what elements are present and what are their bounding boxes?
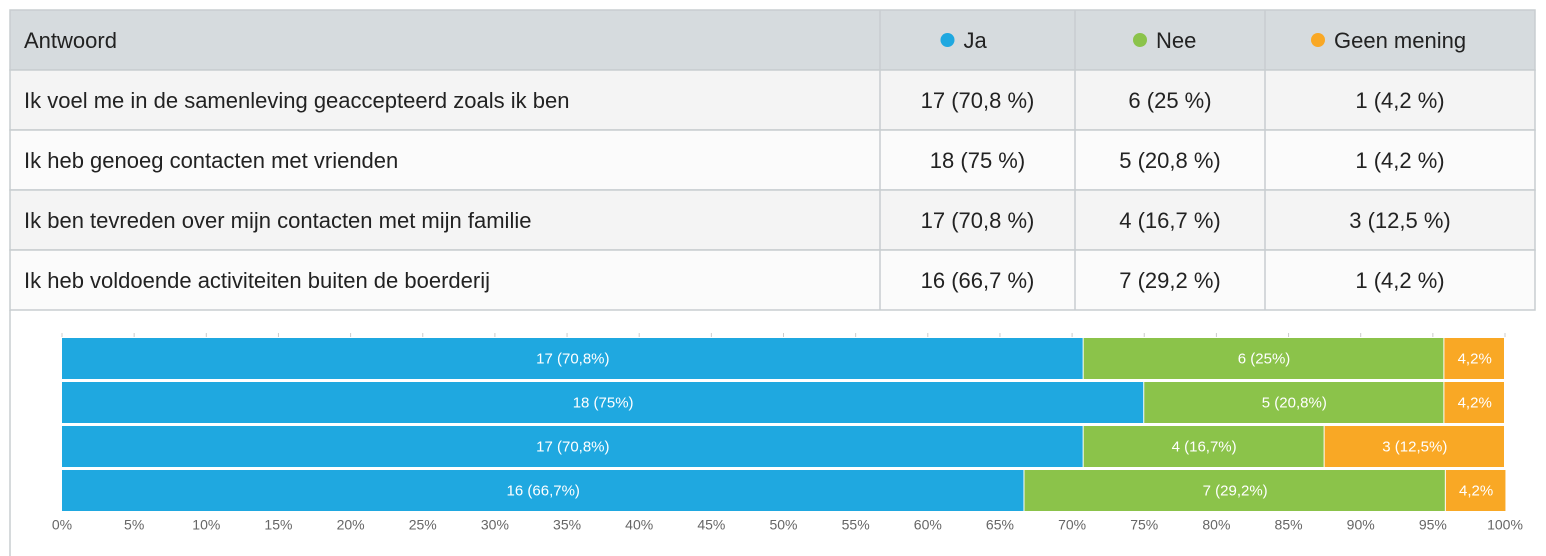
bar-segment xyxy=(62,426,1083,467)
x-tick-label: 25% xyxy=(409,517,437,533)
cell-text: 18 (75 %) xyxy=(930,148,1025,173)
x-tick-label: 5% xyxy=(124,517,144,533)
cell-text: 1 (4,2 %) xyxy=(1355,268,1444,293)
cell-text: Ik voel me in de samenleving geaccepteer… xyxy=(24,88,569,113)
bar-segment xyxy=(1444,382,1504,423)
legend-dot xyxy=(1133,33,1147,47)
x-tick-label: 70% xyxy=(1058,517,1086,533)
bar-segment xyxy=(1144,382,1444,423)
bar-segment xyxy=(62,470,1024,511)
table-row xyxy=(9,69,1536,131)
table-row xyxy=(9,249,1536,311)
cell-text: 1 (4,2 %) xyxy=(1355,88,1444,113)
x-tick-label: 75% xyxy=(1130,517,1158,533)
bar-label: 6 (25%) xyxy=(1238,350,1291,367)
x-tick-label: 10% xyxy=(192,517,220,533)
x-tick-label: 0% xyxy=(52,517,72,533)
bar-segment xyxy=(1083,338,1444,379)
cell-text: 7 (29,2 %) xyxy=(1119,268,1221,293)
cell-text: 5 (20,8 %) xyxy=(1119,148,1221,173)
bar-segment xyxy=(62,382,1144,423)
x-tick-label: 15% xyxy=(264,517,292,533)
cell-text: Ik heb voldoende activiteiten buiten de … xyxy=(24,268,490,293)
legend-text: Nee xyxy=(1156,28,1196,53)
legend-dot xyxy=(940,33,955,47)
table-header xyxy=(9,9,1536,71)
bar-label: 4,2% xyxy=(1459,482,1493,499)
bar-label: 17 (70,8%) xyxy=(536,350,609,367)
bar-segment xyxy=(1024,470,1445,511)
bar-segment xyxy=(62,338,1083,379)
bar-label: 5 (20,8%) xyxy=(1262,394,1327,411)
bar-label: 4 (16,7%) xyxy=(1172,438,1237,455)
legend-dot xyxy=(1311,33,1325,47)
legend-text: Geen mening xyxy=(1334,28,1466,53)
bar-label: 17 (70,8%) xyxy=(536,438,609,455)
cell-text: 16 (66,7 %) xyxy=(921,268,1035,293)
bar-segment xyxy=(1445,470,1506,511)
bar-label: 7 (29,2%) xyxy=(1203,482,1268,499)
bar-label: 16 (66,7%) xyxy=(507,482,580,499)
cell-text: Ik heb genoeg contacten met vrienden xyxy=(24,148,398,173)
x-tick-label: 85% xyxy=(1275,517,1303,533)
cell-text: 3 (12,5 %) xyxy=(1349,208,1451,233)
x-tick-label: 95% xyxy=(1419,517,1447,533)
x-tick-label: 60% xyxy=(914,517,942,533)
x-tick-label: 100% xyxy=(1487,517,1523,533)
x-tick-label: 90% xyxy=(1347,517,1375,533)
cell-text: Antwoord xyxy=(24,28,117,53)
bar-segment xyxy=(1083,426,1324,467)
x-tick-label: 30% xyxy=(481,517,509,533)
bar-label: 4,2% xyxy=(1458,394,1492,411)
x-tick-label: 50% xyxy=(769,517,797,533)
bar-segment xyxy=(1324,426,1504,467)
cell-text: 6 (25 %) xyxy=(1128,88,1211,113)
cell-text: 17 (70,8 %) xyxy=(921,208,1035,233)
bar-label: 3 (12,5%) xyxy=(1382,438,1447,455)
legend-text: Ja xyxy=(964,28,988,53)
cell-text: Ik ben tevreden over mijn contacten met … xyxy=(24,208,531,233)
x-tick-label: 20% xyxy=(337,517,365,533)
bar-label: 4,2% xyxy=(1458,350,1492,367)
cell-text: 1 (4,2 %) xyxy=(1355,148,1444,173)
x-tick-label: 65% xyxy=(986,517,1014,533)
x-tick-label: 40% xyxy=(625,517,653,533)
bar-segment xyxy=(1444,338,1504,379)
x-tick-label: 35% xyxy=(553,517,581,533)
cell-text: 17 (70,8 %) xyxy=(921,88,1035,113)
x-tick-label: 45% xyxy=(697,517,725,533)
bar-label: 18 (75%) xyxy=(573,394,634,411)
x-tick-label: 55% xyxy=(842,517,870,533)
x-tick-label: 80% xyxy=(1202,517,1230,533)
cell-text: 4 (16,7 %) xyxy=(1119,208,1221,233)
table-row xyxy=(9,129,1536,191)
